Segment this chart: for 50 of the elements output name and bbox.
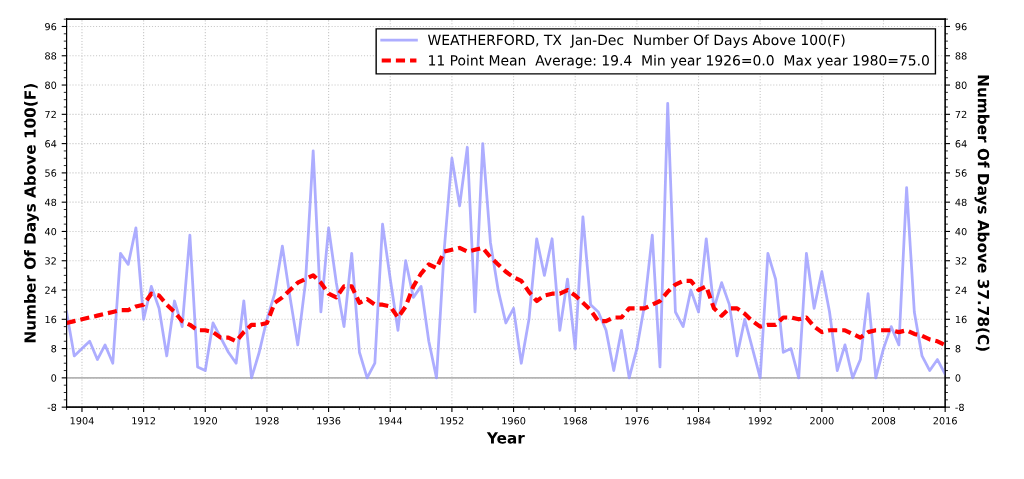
x-tick-label: 2000	[810, 417, 834, 425]
y2-axis-title: Number Of Days Above 37.78(C)	[974, 75, 990, 351]
y2-tick-label: 48	[955, 198, 967, 207]
x-tick-label: 1952	[440, 417, 464, 425]
x-tick-label: 1984	[687, 417, 711, 425]
y-axis-title: Number Of Days Above 100(F)	[24, 84, 39, 343]
y-tick-label: 0	[51, 374, 57, 382]
y-tick-label: 88	[45, 52, 57, 60]
y-tick-label: 56	[45, 169, 57, 177]
y2-tick-label: 24	[955, 286, 967, 294]
x-tick-label: 1936	[317, 417, 341, 425]
y-tick-label: 80	[45, 81, 57, 89]
y2-tick-label: 88	[955, 52, 967, 60]
y2-tick-label: 64	[955, 140, 967, 148]
y2-tick-label: 0	[955, 374, 961, 382]
y-tick-label: 24	[45, 286, 57, 294]
x-tick-label: 2016	[933, 417, 957, 425]
y2-tick-label: 16	[955, 315, 967, 324]
x-tick-label: 1960	[502, 417, 526, 425]
y-tick-label: 48	[44, 198, 57, 207]
x-tick-label: 1904	[70, 417, 94, 425]
x-tick-label: 1920	[193, 417, 218, 425]
legend-label: 11 Point Mean Average: 19.4 Min year 1926=0.0 Max year 1980=75.0	[429, 54, 929, 69]
x-tick-label: 1944	[378, 417, 403, 425]
y-tick-label: 64	[45, 140, 57, 148]
legend-label: WEATHERFORD, TX Jan-Dec Number Of Days Above 100(F)	[428, 34, 845, 48]
y-tick-label: 16	[45, 315, 57, 324]
y2-tick-label: 80	[955, 81, 967, 89]
y2-tick-label: 32	[955, 257, 967, 265]
line-series	[66, 245, 946, 348]
x-axis-title: Year	[486, 432, 525, 444]
y-tick-label: 8	[51, 345, 57, 353]
x-tick-label: 1976	[625, 417, 649, 425]
x-tick-label: 2008	[871, 417, 896, 425]
y2-tick-label: 96	[955, 22, 967, 31]
y2-tick-label: 40	[955, 227, 967, 236]
y-tick-label: 96	[45, 22, 57, 31]
y2-tick-label: -8	[955, 403, 964, 411]
y2-tick-label: 8	[955, 345, 961, 353]
y-tick-label: 32	[45, 257, 56, 265]
x-tick-label: 1912	[132, 417, 156, 425]
x-tick-label: 1968	[563, 417, 587, 425]
y2-tick-label: 56	[955, 169, 967, 177]
y2-tick-label: 72	[955, 110, 967, 119]
y-tick-label: -8	[47, 403, 57, 411]
y-tick-label: 40	[44, 227, 57, 236]
x-tick-label: 1992	[748, 417, 772, 425]
line-series	[66, 101, 946, 380]
y-tick-label: 72	[45, 110, 56, 119]
x-tick-label: 1928	[255, 417, 279, 425]
